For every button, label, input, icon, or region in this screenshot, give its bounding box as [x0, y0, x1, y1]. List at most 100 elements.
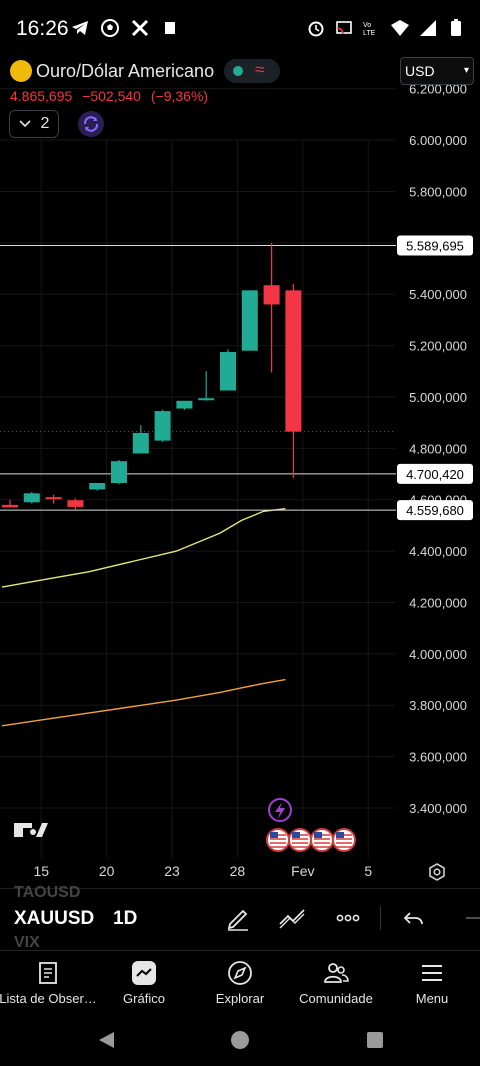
candle-body[interactable]	[241, 290, 258, 351]
compass-icon	[228, 961, 252, 985]
refresh-button[interactable]	[78, 111, 104, 137]
x-logo-icon	[131, 19, 149, 37]
system-nav-bar	[0, 1016, 480, 1066]
nav-label: Menu	[415, 991, 449, 1006]
y-tick-label: 6.000,000	[409, 133, 467, 148]
us-flag-icon[interactable]	[332, 828, 356, 852]
bottom-nav: Lista de Obser… Gráfico Explorar Comunid…	[0, 950, 480, 1016]
symbol-scroll-next[interactable]: VIX	[14, 934, 40, 951]
y-tick-label: 6.200,000	[409, 82, 467, 97]
y-tick-label: 4.800,000	[409, 441, 467, 456]
candle-body[interactable]	[23, 493, 40, 503]
x-tick-label: 23	[164, 863, 180, 879]
x-tick-label: 20	[99, 863, 115, 879]
us-flag-icon[interactable]	[288, 828, 312, 852]
nav-explore[interactable]: Explorar	[192, 951, 288, 1017]
y-tick-label: 3.400,000	[409, 801, 467, 816]
nav-watchlist[interactable]: Lista de Obser…	[0, 951, 97, 1017]
last-price: 4.865,695	[10, 88, 73, 104]
y-tick-label: 4.400,000	[409, 544, 467, 559]
moving-averages	[1, 508, 286, 727]
studies-toggle-button[interactable]: 2	[9, 110, 59, 138]
lightning-icon[interactable]	[268, 798, 292, 822]
undo-icon[interactable]	[400, 904, 428, 932]
time-axis: 15 20 23 28 Fev 5	[33, 863, 372, 879]
price-lines: 5.589,695 4.700,420 4.559,680	[0, 235, 473, 521]
ma-fast-line	[1, 508, 286, 588]
status-bar: 16:26 Vo LTE	[0, 0, 480, 58]
recents-icon[interactable]	[366, 1031, 384, 1049]
candle-body[interactable]	[132, 432, 149, 454]
candle-body[interactable]	[176, 400, 193, 409]
home-icon[interactable]	[230, 1030, 250, 1050]
symbol-header[interactable]: Ouro/Dólar Americano ≈	[10, 58, 281, 84]
battery-icon	[451, 19, 461, 36]
candle-body[interactable]	[154, 411, 171, 441]
delayed-data-icon: ≈	[255, 60, 265, 79]
watchlist-icon	[39, 962, 57, 984]
candle-body[interactable]	[67, 500, 84, 507]
price-line-label-bg	[397, 235, 473, 256]
candle-body[interactable]	[198, 398, 215, 401]
chart-settings-icon[interactable]	[429, 863, 445, 881]
candle-body[interactable]	[45, 497, 62, 500]
drawing-tools-icon[interactable]	[278, 904, 306, 932]
pencil-icon[interactable]	[224, 904, 252, 932]
nav-community[interactable]: Comunidade	[288, 951, 384, 1017]
x-tick-label: 28	[230, 863, 246, 879]
market-status-pill[interactable]: ≈	[224, 59, 281, 83]
symbol-selector[interactable]: XAUUSD	[14, 908, 95, 929]
back-icon[interactable]	[96, 1030, 116, 1050]
y-tick-label: 5.400,000	[409, 287, 467, 302]
us-flag-icon[interactable]	[310, 828, 334, 852]
price-axis: 3.400,000 3.600,000 3.800,000 4.000,000 4.20…	[409, 82, 467, 816]
candle-body[interactable]	[89, 483, 106, 490]
nav-label: Comunidade	[299, 991, 373, 1006]
ma-slow-line	[1, 678, 286, 727]
x-tick-label: Fev	[291, 863, 314, 879]
toolbar-separator	[380, 906, 381, 930]
cast-icon	[336, 21, 352, 35]
currency-select[interactable]: USD ▾	[400, 57, 474, 85]
chart-icon	[132, 961, 156, 985]
caret-down-icon: ▾	[463, 65, 469, 76]
wifi-icon	[391, 20, 409, 36]
y-tick-label: 4.000,000	[409, 647, 467, 662]
x-tick-label: 5	[364, 863, 372, 879]
price-summary: 4.865,695 −502,540 (−9,36%)	[10, 88, 214, 104]
candle-body[interactable]	[111, 461, 127, 484]
alarm-icon	[308, 21, 324, 37]
redo-icon[interactable]	[462, 904, 480, 932]
price-line-label-bg	[397, 463, 473, 484]
price-change-pct: (−9,36%)	[150, 88, 209, 104]
signal-icon	[420, 20, 436, 36]
symbol-title[interactable]: Ouro/Dólar Americano	[36, 60, 215, 81]
interval-selector[interactable]: 1D	[113, 908, 138, 929]
status-time: 16:26	[16, 17, 69, 40]
menu-icon	[422, 965, 442, 981]
more-icon[interactable]	[334, 904, 362, 932]
symbol-scroll-prev[interactable]: TAOUSD	[14, 884, 81, 901]
nav-menu[interactable]: Menu	[384, 951, 480, 1017]
nav-label: Gráfico	[123, 991, 165, 1006]
y-tick-label: 4.200,000	[409, 595, 467, 610]
y-tick-label: 5.000,000	[409, 390, 467, 405]
lightning-bolt	[275, 802, 285, 819]
community-icon	[324, 963, 349, 983]
nav-label: Lista de Obser…	[0, 991, 97, 1006]
price-line-label: 4.559,680	[406, 503, 464, 518]
nav-chart[interactable]: Gráfico	[96, 951, 192, 1017]
candle-body[interactable]	[220, 352, 236, 391]
price-line-label: 4.700,420	[406, 467, 464, 482]
chevron-down-icon	[18, 120, 31, 128]
svg-text:Vo: Vo	[363, 22, 371, 29]
candle-body[interactable]	[2, 504, 18, 508]
price-chart[interactable]: 3.400,000 3.600,000 3.800,000 4.000,000 4.20…	[0, 0, 480, 888]
studies-count: 2	[40, 115, 50, 132]
y-tick-label: 3.600,000	[409, 750, 467, 765]
nav-label: Explorar	[215, 991, 265, 1006]
candle-body[interactable]	[263, 285, 280, 305]
us-flag-icon[interactable]	[266, 828, 290, 852]
candle-body[interactable]	[285, 290, 302, 432]
